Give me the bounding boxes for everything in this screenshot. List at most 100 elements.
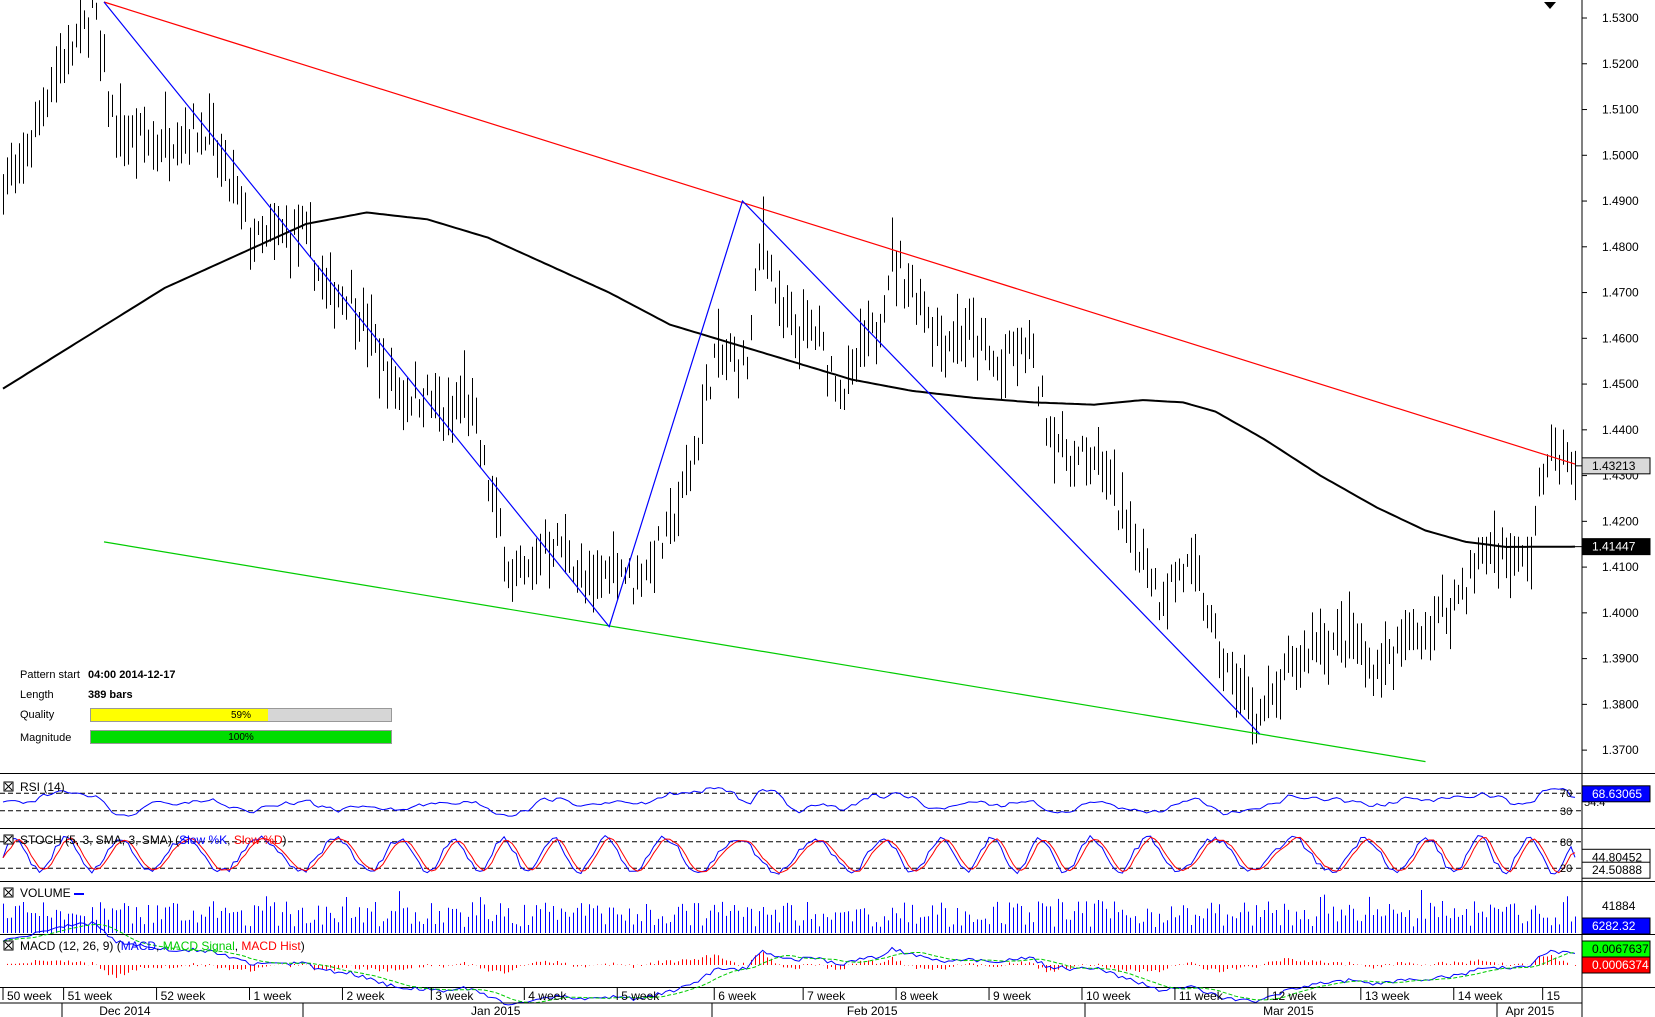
quality-fill — [91, 709, 268, 721]
price-tick-label: 1.4800 — [1602, 240, 1639, 254]
support-trendline — [103, 541, 1426, 763]
price-tick-label: 1.4700 — [1602, 286, 1639, 300]
panel-close-cross — [4, 782, 13, 791]
panel-close-cross — [4, 941, 13, 950]
magnitude-bar: 100% — [90, 730, 392, 744]
price-tick-label: 1.5200 — [1602, 57, 1639, 71]
price-tick-label: 1.3900 — [1602, 652, 1639, 666]
time-axis: 50 week 51 week 52 week 1 week 2 week 3 week 4… — [0, 988, 1582, 1017]
stoch-level-label: 80 — [1560, 837, 1572, 849]
week-label: 14 week — [1458, 989, 1504, 1003]
length-label: Length — [20, 689, 54, 701]
wave-trendline — [103, 1, 1261, 735]
rsi-level-label: 70 — [1560, 788, 1572, 800]
last-price-label: 1.43213 — [1592, 459, 1636, 473]
price-tick-label: 1.3800 — [1602, 697, 1639, 711]
price-tick-label: 1.5000 — [1602, 148, 1639, 162]
quality-value: 59% — [230, 710, 251, 721]
price-tick-label: 1.4000 — [1602, 606, 1639, 620]
panel-close-cross — [4, 888, 13, 897]
panel-title: MACD (12, 26, 9) (MACD, MACD Signal, MAC… — [20, 939, 305, 953]
week-label: 7 week — [807, 989, 846, 1003]
panel-title: VOLUME — [20, 886, 71, 900]
quality-label: Quality — [20, 709, 55, 721]
quality-bar: 59% — [90, 708, 392, 722]
stoch-d-value-label: 24.50888 — [1592, 863, 1642, 877]
month-label: Feb 2015 — [847, 1004, 898, 1017]
macd-signal-line — [2, 923, 1576, 1004]
length-row: Length 389 bars — [20, 689, 133, 701]
panel-title: STOCH (5, 3, SMA, 3, SMA) (Slow %K, Slow… — [20, 833, 287, 847]
week-label: 13 week — [1365, 989, 1411, 1003]
magnitude-fill — [91, 731, 391, 743]
macd-signal-value-label: 0.0006374 — [1592, 958, 1649, 972]
stoch-d-line — [2, 836, 1576, 874]
week-label: 8 week — [900, 989, 939, 1003]
pattern-start-label: Pattern start — [20, 669, 80, 681]
macd-panel: MACD (12, 26, 9) (MACD, MACD Signal, MAC… — [2, 921, 1651, 1006]
volume-value-label-box — [1581, 917, 1651, 935]
stoch-d-value-label-box — [1581, 861, 1651, 879]
week-label: 5 week — [621, 989, 660, 1003]
rsi-level-label: 30 — [1560, 806, 1572, 818]
month-label: Jan 2015 — [471, 1004, 521, 1017]
macd-signal-value-label-box — [1581, 956, 1651, 974]
price-tick-label: 1.5300 — [1602, 11, 1639, 25]
last-price-label-box — [1581, 457, 1651, 475]
dropdown-arrow-icon[interactable] — [1544, 2, 1556, 9]
rsi-value-label: 68.63065 — [1592, 787, 1642, 801]
price-tick-label: 1.4900 — [1602, 194, 1639, 208]
pattern-start-row: Pattern start 04:00 2014-12-17 — [20, 669, 175, 681]
week-label: 15 — [1547, 989, 1561, 1003]
price-axis: 1.5300 1.5200 1.5100 1.5000 1.4900 1.4800 1.47… — [1581, 11, 1651, 757]
week-label: 1 week — [254, 989, 293, 1003]
macd-line — [2, 921, 1576, 1006]
price-tick-label: 1.5100 — [1602, 103, 1639, 117]
week-label: 12 week — [1272, 989, 1318, 1003]
week-label: 3 week — [435, 989, 474, 1003]
volume-panel: VOLUME 41884 6282.32 — [3, 886, 1651, 935]
magnitude-row: Magnitude — [20, 732, 80, 744]
quality-row: Quality — [20, 709, 80, 721]
price-tick-label: 1.4100 — [1602, 560, 1639, 574]
week-label: 2 week — [346, 989, 385, 1003]
price-tick-label: 1.4600 — [1602, 331, 1639, 345]
rsi-value-label-box — [1581, 785, 1651, 803]
week-label: 50 week — [7, 989, 53, 1003]
length-value: 389 bars — [88, 689, 133, 701]
price-tick-label: 1.4400 — [1602, 423, 1639, 437]
stoch-level-label: 20 — [1560, 863, 1572, 875]
month-label: Mar 2015 — [1263, 1004, 1314, 1017]
macd-value-label: 0.0067637 — [1592, 942, 1649, 956]
panel-close-cross — [4, 835, 13, 844]
stoch-panel: STOCH (5, 3, SMA, 3, SMA) (Slow %K, Slow… — [0, 833, 1651, 879]
pattern-start-value: 04:00 2014-12-17 — [88, 669, 176, 681]
price-tick-label: 1.3700 — [1602, 743, 1639, 757]
ma-value-label-box — [1581, 538, 1651, 556]
week-label: 4 week — [528, 989, 567, 1003]
month-label: Dec 2014 — [99, 1004, 151, 1017]
magnitude-label: Magnitude — [20, 732, 72, 744]
week-label: 51 week — [68, 989, 114, 1003]
volume-value-label: 6282.32 — [1592, 919, 1636, 933]
price-tick-label: 1.4500 — [1602, 377, 1639, 391]
week-label: 6 week — [718, 989, 757, 1003]
price-tick-label: 1.4200 — [1602, 514, 1639, 528]
trendlines — [103, 1, 1576, 763]
resistance-trendline — [103, 1, 1576, 465]
week-label: 9 week — [993, 989, 1032, 1003]
month-label: Apr 2015 — [1506, 1004, 1555, 1017]
price-bars — [3, 0, 1582, 745]
rsi-line — [2, 787, 1576, 817]
panel-title: RSI (14) — [20, 780, 65, 794]
stoch-k-value-label: 44.80452 — [1592, 850, 1642, 864]
moving-average-line — [2, 211, 1576, 549]
stoch-k-line — [2, 834, 1576, 875]
ma-value-label: 1.41447 — [1592, 540, 1636, 554]
week-label: 52 week — [161, 989, 207, 1003]
magnitude-value: 100% — [228, 732, 254, 743]
volume-scale-label: 41884 — [1602, 899, 1636, 913]
